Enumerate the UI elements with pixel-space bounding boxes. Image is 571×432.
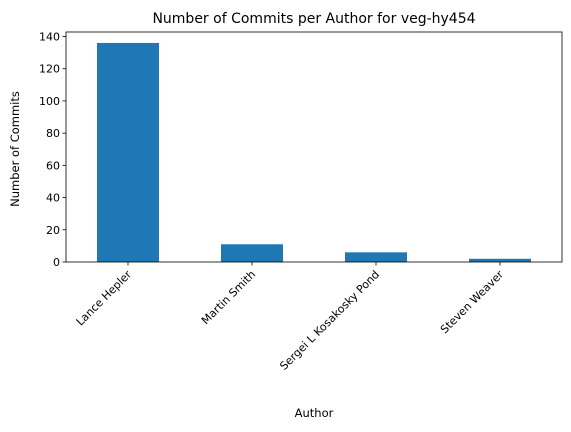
y-tick-label: 120	[39, 63, 60, 76]
plot-frame	[65, 31, 563, 263]
bar	[345, 252, 407, 262]
y-tick-label: 0	[53, 256, 60, 269]
bar	[221, 244, 283, 262]
bar	[97, 42, 159, 263]
x-axis-label: Author	[295, 406, 334, 420]
bar	[469, 258, 531, 262]
y-tick-label: 40	[46, 192, 60, 205]
y-axis-label: Number of Commits	[8, 91, 22, 207]
x-tick-label: Lance Hepler	[74, 268, 135, 329]
y-tick-label: 60	[46, 159, 60, 172]
x-tick-label: Steven Weaver	[438, 268, 506, 336]
y-tick-label: 80	[46, 127, 60, 140]
y-tick-label: 100	[39, 95, 60, 108]
y-tick-label: 20	[46, 224, 60, 237]
x-tick-label: Martin Smith	[199, 268, 258, 327]
chart-title: Number of Commits per Author for veg-hy4…	[152, 11, 475, 27]
plot-area: 0 20 40 60 80 100 120 140 Lance Hepler Martin Smi…	[39, 31, 563, 373]
x-tick-label: Sergei L Kosakosky Pond	[277, 268, 382, 373]
y-tick-label: 140	[39, 31, 60, 44]
